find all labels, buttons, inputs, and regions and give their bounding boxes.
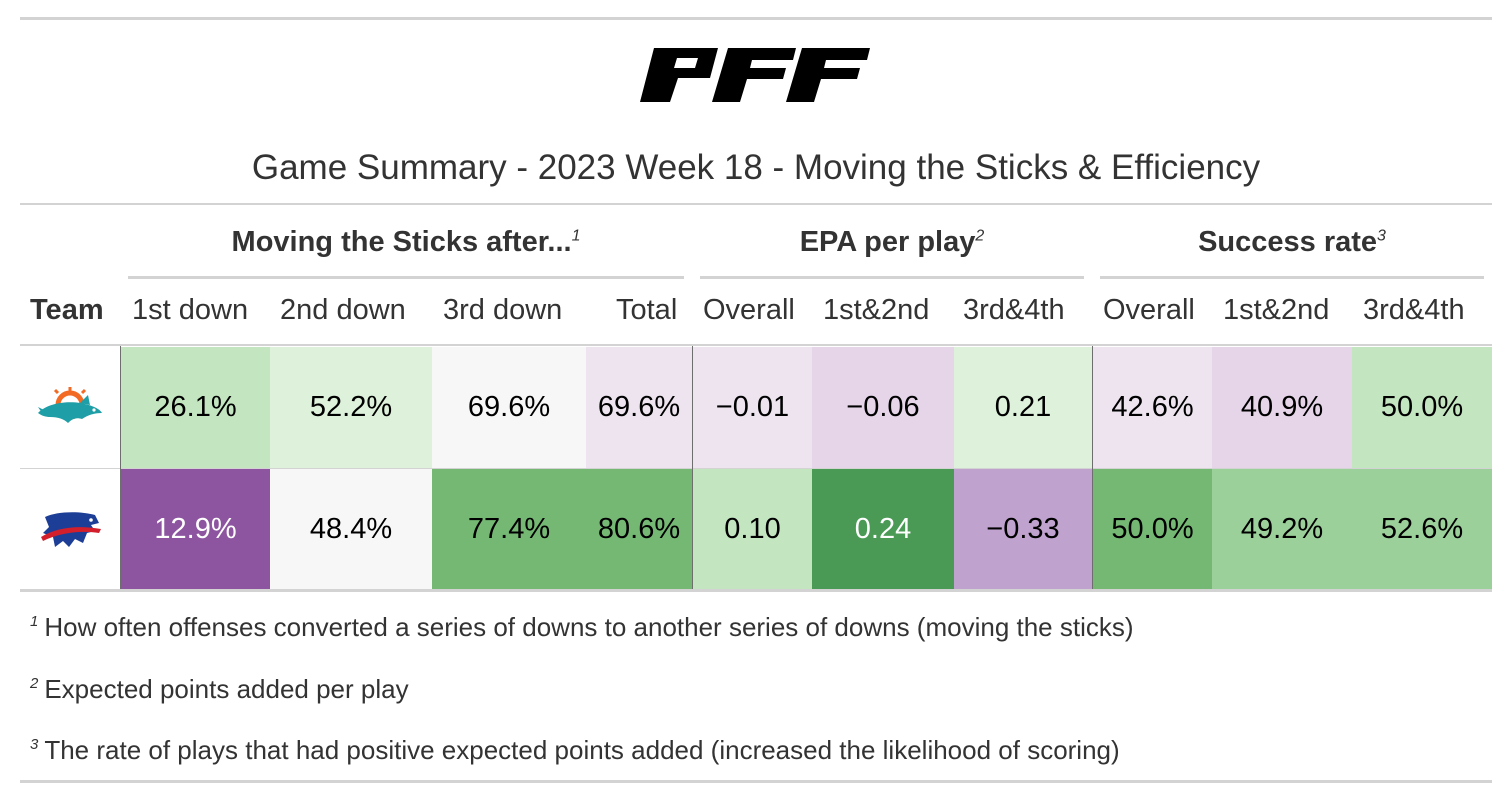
footnote-mark: 3 xyxy=(1377,227,1386,245)
cell-success-1st2nd: 40.9% xyxy=(1212,347,1352,468)
spanner-underline xyxy=(700,276,1084,279)
cell-epa-1st2nd: 0.24 xyxy=(812,469,954,589)
cell-2nd-down: 48.4% xyxy=(270,469,432,589)
group-divider xyxy=(120,346,121,589)
cell-epa-3rd4th: −0.33 xyxy=(954,469,1092,589)
footnote-mark: 1 xyxy=(571,227,581,245)
footnote-mark: 1 xyxy=(30,613,39,631)
column-header-epa-1st2nd: 1st&2nd xyxy=(823,294,930,326)
cell-epa-overall: 0.10 xyxy=(693,469,812,589)
cell-epa-3rd4th: 0.21 xyxy=(954,347,1092,468)
footnote-mark: 3 xyxy=(30,736,39,754)
top-rule xyxy=(20,17,1492,20)
column-header-epa-overall: Overall xyxy=(703,294,795,326)
spanner-success-rate: Success rate3 xyxy=(1100,226,1484,259)
spanner-underline xyxy=(1100,276,1484,279)
cell-1st-down: 26.1% xyxy=(121,347,270,468)
group-divider xyxy=(1092,346,1093,589)
cell-3rd-down: 77.4% xyxy=(432,469,586,589)
column-header-epa-3rd4th: 3rd&4th xyxy=(963,294,1065,326)
cell-epa-overall: −0.01 xyxy=(693,347,812,468)
footnote-1: 1 How often offenses converted a series o… xyxy=(30,612,1134,643)
cell-epa-1st2nd: −0.06 xyxy=(812,347,954,468)
table-title: Game Summary - 2023 Week 18 - Moving the… xyxy=(251,148,1261,187)
cell-total: 69.6% xyxy=(586,347,692,468)
header-rule xyxy=(20,344,1492,346)
dolphins-logo-icon xyxy=(38,387,102,423)
column-header-total: Total xyxy=(616,294,678,326)
footnote-mark: 2 xyxy=(975,227,985,245)
column-header-team: Team xyxy=(30,294,104,326)
row-separator xyxy=(20,468,1492,469)
cell-2nd-down: 52.2% xyxy=(270,347,432,468)
cell-success-3rd4th: 52.6% xyxy=(1352,469,1492,589)
column-header-1st-down: 1st down xyxy=(132,294,249,326)
team-cell xyxy=(20,470,120,589)
body-rule xyxy=(20,589,1492,592)
spanner-label: Moving the Sticks after... xyxy=(231,226,572,258)
team-cell xyxy=(20,348,120,468)
footnote-text: How often offenses converted a series of… xyxy=(44,612,1134,642)
cell-3rd-down: 69.6% xyxy=(432,347,586,468)
footnote-text: The rate of plays that had positive expe… xyxy=(44,735,1120,765)
column-header-success-1st2nd: 1st&2nd xyxy=(1223,294,1330,326)
footnote-mark: 2 xyxy=(30,675,39,693)
bottom-rule xyxy=(20,780,1492,783)
cell-success-3rd4th: 50.0% xyxy=(1352,347,1492,468)
spanner-epa: EPA per play2 xyxy=(700,226,1084,259)
cell-success-overall: 50.0% xyxy=(1093,469,1212,589)
cell-success-overall: 42.6% xyxy=(1093,347,1212,468)
group-divider xyxy=(692,346,693,589)
column-header-3rd-down: 3rd down xyxy=(443,294,563,326)
bills-logo-icon xyxy=(41,511,101,547)
footnote-text: Expected points added per play xyxy=(44,674,409,704)
column-header-success-3rd4th: 3rd&4th xyxy=(1363,294,1465,326)
column-header-2nd-down: 2nd down xyxy=(280,294,406,326)
spanner-label: Success rate xyxy=(1198,226,1378,258)
column-header-success-overall: Overall xyxy=(1103,294,1195,326)
spanner-moving-sticks: Moving the Sticks after...1 xyxy=(128,226,684,259)
spanner-underline xyxy=(128,276,684,279)
title-rule xyxy=(20,203,1492,205)
cell-1st-down: 12.9% xyxy=(121,469,270,589)
spanner-label: EPA per play xyxy=(799,226,976,258)
pff-logo xyxy=(640,48,870,102)
footnote-3: 3 The rate of plays that had positive exp… xyxy=(30,735,1120,766)
cell-total: 80.6% xyxy=(586,469,692,589)
footnote-2: 2 Expected points added per play xyxy=(30,674,409,705)
cell-success-1st2nd: 49.2% xyxy=(1212,469,1352,589)
